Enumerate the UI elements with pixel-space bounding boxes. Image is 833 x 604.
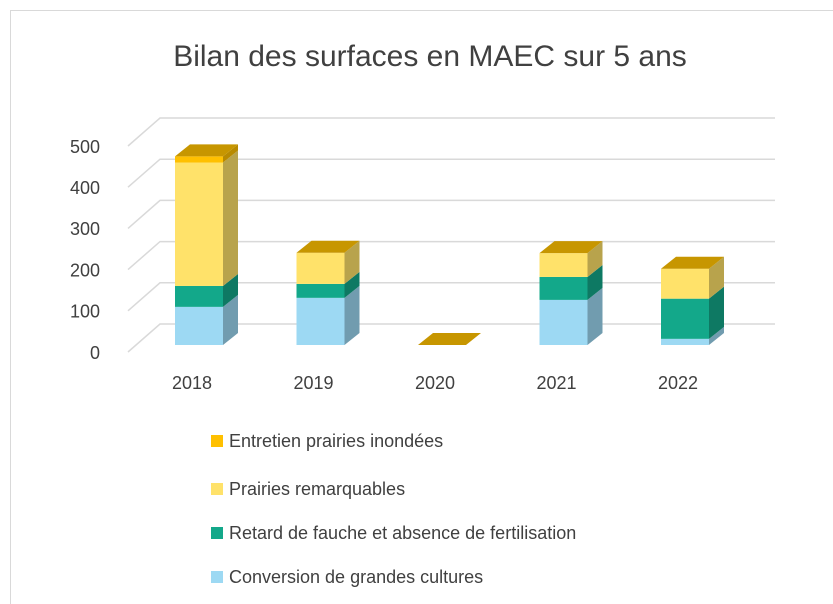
bar-side — [587, 264, 603, 300]
bar-side — [344, 271, 360, 298]
bar-top — [175, 144, 238, 157]
bar-side — [587, 287, 603, 345]
y-tick-label: 0 — [90, 343, 100, 363]
bar-segment — [296, 283, 345, 298]
bar-side — [223, 150, 238, 286]
legend-label: Entretien prairies inondées — [229, 431, 443, 451]
x-tick-label: 2021 — [536, 373, 576, 393]
x-tick-label: 2019 — [293, 373, 333, 393]
bar-top — [418, 333, 481, 345]
bar-side — [223, 144, 238, 163]
legend-swatch — [211, 435, 223, 447]
bar-top — [296, 240, 360, 253]
bar-segment — [539, 253, 588, 277]
bar-segment — [175, 156, 223, 163]
grid-line — [127, 199, 775, 229]
bar-side — [223, 294, 238, 345]
bar-segment — [175, 306, 223, 345]
y-tick-label: 100 — [70, 302, 100, 322]
bar-side — [587, 241, 603, 277]
legend-swatch — [211, 483, 223, 495]
bar-top — [661, 256, 724, 269]
bar-segment — [175, 285, 223, 307]
x-tick-label: 2020 — [415, 373, 455, 393]
bar-side — [344, 285, 360, 345]
y-tick-label: 400 — [70, 178, 100, 198]
legend-label: Prairies remarquables — [229, 479, 405, 499]
bar-segment — [539, 276, 588, 300]
bar-side — [344, 240, 360, 284]
legend-label: Conversion de grandes cultures — [229, 567, 483, 587]
bar-segment — [661, 298, 709, 339]
bar-segment — [296, 297, 345, 345]
grid-line — [127, 158, 775, 188]
grid-line — [127, 117, 775, 147]
bar-segment — [661, 268, 709, 299]
bar-side — [709, 256, 724, 299]
bar-segment — [175, 162, 223, 286]
legend-swatch — [211, 527, 223, 539]
bar-segment — [539, 299, 588, 345]
x-tick-label: 2018 — [172, 373, 212, 393]
bar-side — [709, 286, 724, 339]
legend-label: Retard de fauche et absence de fertilisa… — [229, 523, 576, 543]
legend-swatch — [211, 571, 223, 583]
y-tick-label: 300 — [70, 219, 100, 239]
bar-segment — [661, 338, 709, 345]
x-tick-label: 2022 — [658, 373, 698, 393]
bar-side — [709, 326, 724, 345]
y-tick-label: 200 — [70, 260, 100, 280]
bar-side — [223, 273, 238, 307]
y-tick-label: 500 — [70, 137, 100, 157]
bar-segment — [296, 252, 345, 284]
chart-title: Bilan des surfaces en MAEC sur 5 ans — [173, 40, 687, 73]
bar-top — [539, 241, 603, 254]
